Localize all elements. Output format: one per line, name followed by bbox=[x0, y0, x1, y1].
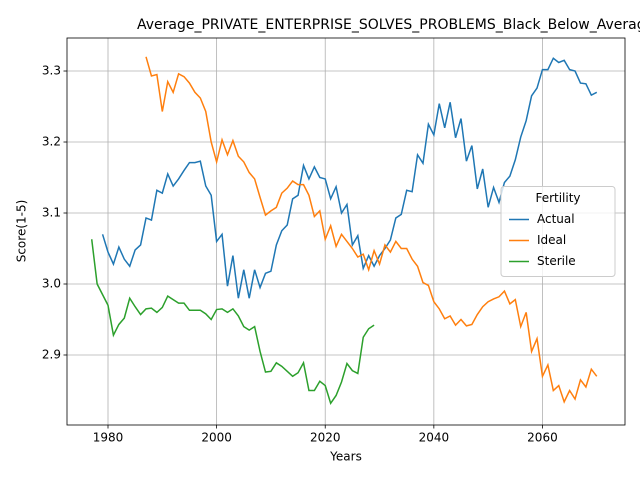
x-tick-label: 2020 bbox=[310, 431, 341, 445]
y-tick-label: 2.9 bbox=[42, 347, 61, 361]
legend-label: Ideal bbox=[537, 233, 566, 247]
y-tick-label: 3.3 bbox=[42, 64, 61, 78]
x-tick-label: 2000 bbox=[201, 431, 232, 445]
legend-title: Fertility bbox=[535, 191, 580, 205]
legend-label: Actual bbox=[537, 212, 575, 226]
line-series bbox=[145, 56, 598, 404]
x-axis-label: Years bbox=[329, 450, 362, 464]
chart-title: Average_PRIVATE_ENTERPRISE_SOLVES_PROBLE… bbox=[137, 17, 640, 33]
axes-frame bbox=[66, 37, 626, 426]
legend-box bbox=[500, 186, 616, 277]
legend-label: Sterile bbox=[537, 254, 576, 268]
y-tick-label: 3.1 bbox=[42, 206, 61, 220]
x-tick-label: 1980 bbox=[93, 431, 124, 445]
x-tick-label: 2060 bbox=[527, 431, 558, 445]
x-tick-label: 2040 bbox=[419, 431, 450, 445]
y-axis-label: Score(1-5) bbox=[15, 200, 29, 263]
line-series bbox=[90, 239, 375, 405]
y-tick-label: 3.0 bbox=[42, 277, 61, 291]
y-tick-label: 3.2 bbox=[42, 135, 61, 149]
line-series bbox=[101, 57, 598, 299]
